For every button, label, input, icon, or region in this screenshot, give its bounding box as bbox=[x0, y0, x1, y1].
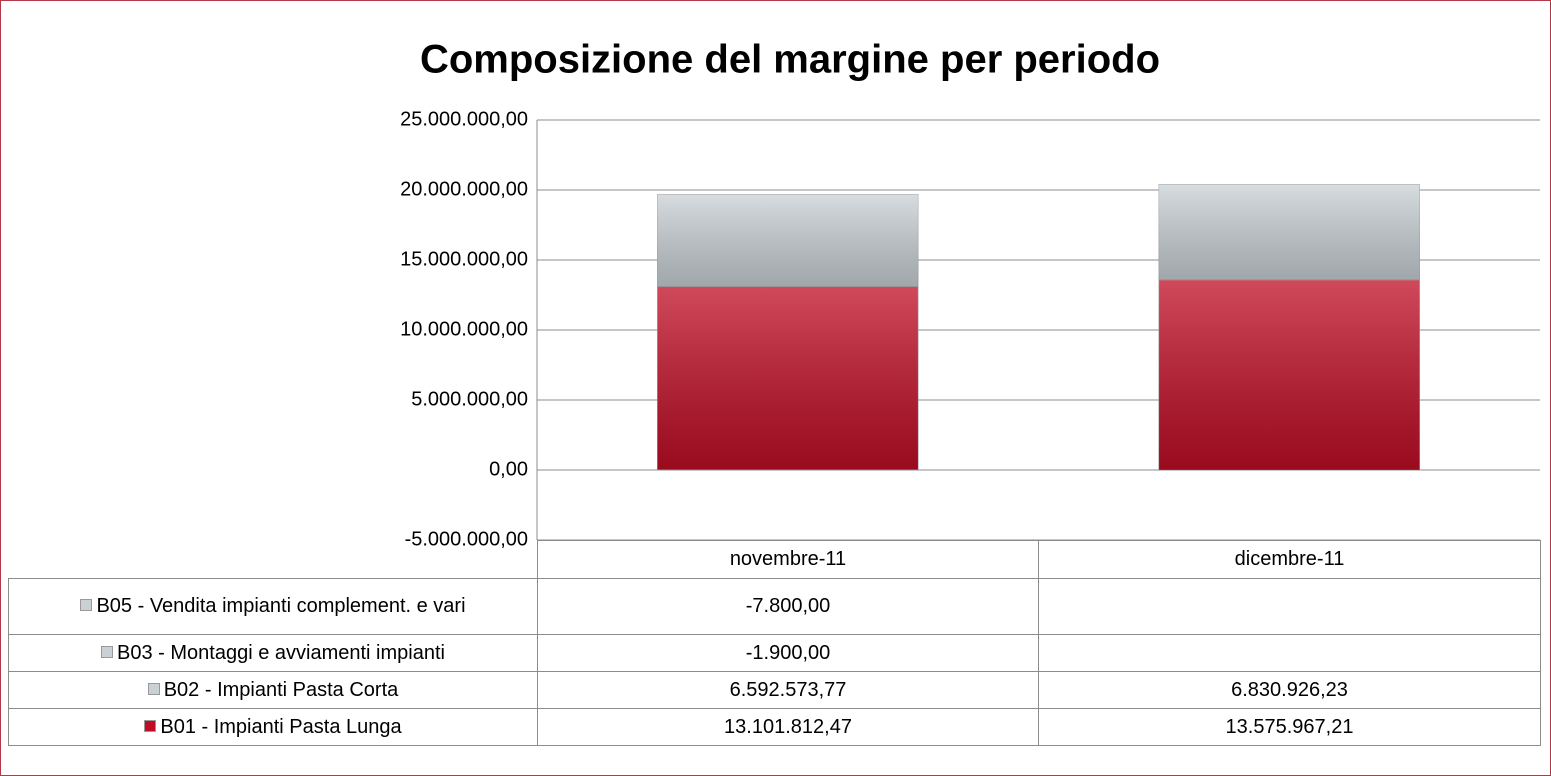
value-cell: -7.800,00 bbox=[537, 578, 1039, 635]
series-row: B03 - Montaggi e avviamenti impianti -1.9… bbox=[8, 634, 1541, 672]
legend-swatch bbox=[80, 599, 93, 611]
bar-shade bbox=[657, 286, 919, 470]
y-tick-label: 25.000.000,00 bbox=[400, 108, 528, 130]
bar-shade bbox=[1158, 279, 1420, 470]
value-cell: -1.900,00 bbox=[537, 634, 1039, 672]
legend-label: B05 - Vendita impianti complement. e var… bbox=[96, 595, 466, 617]
data-table: novembre-11 dicembre-11 B05 - Vendita impi… bbox=[8, 540, 1541, 746]
value-cell bbox=[1038, 578, 1541, 635]
legend-cell: B05 - Vendita impianti complement. e var… bbox=[8, 578, 538, 635]
legend-label: B01 - Impianti Pasta Lunga bbox=[160, 715, 402, 738]
legend-label: B03 - Montaggi e avviamenti impianti bbox=[117, 641, 445, 664]
legend-label: B02 - Impianti Pasta Corta bbox=[163, 678, 399, 701]
legend-cell: B01 - Impianti Pasta Lunga bbox=[8, 708, 538, 746]
value-cell: 13.575.967,21 bbox=[1038, 708, 1541, 746]
corner-cell bbox=[8, 540, 538, 579]
value-cell: 6.830.926,23 bbox=[1038, 671, 1541, 709]
bar-shade bbox=[657, 194, 919, 287]
y-tick-label: 5.000.000,00 bbox=[411, 388, 528, 410]
legend-swatch bbox=[101, 645, 114, 658]
y-tick-label: 20.000.000,00 bbox=[400, 178, 528, 200]
value-cell: 13.101.812,47 bbox=[537, 708, 1039, 746]
x-tick-label: dicembre-11 bbox=[1038, 540, 1541, 579]
value-cell bbox=[1038, 634, 1541, 672]
legend-swatch bbox=[147, 682, 160, 695]
y-tick-label: 0,00 bbox=[489, 458, 528, 480]
y-tick-label: 15.000.000,00 bbox=[400, 248, 528, 270]
chart-title: Composizione del margine per periodo bbox=[420, 38, 1160, 82]
legend-swatch bbox=[144, 719, 157, 732]
series-row: B02 - Impianti Pasta Corta 6.592.573,77 6.… bbox=[8, 671, 1541, 709]
x-tick-label: novembre-11 bbox=[537, 540, 1039, 579]
legend-cell: B03 - Montaggi e avviamenti impianti bbox=[8, 634, 538, 672]
series-row: B01 - Impianti Pasta Lunga 13.101.812,47 1… bbox=[8, 708, 1541, 746]
value-cell: 6.592.573,77 bbox=[537, 671, 1039, 709]
y-tick-label: 10.000.000,00 bbox=[400, 318, 528, 340]
header-row: novembre-11 dicembre-11 bbox=[8, 540, 1541, 579]
legend-cell: B02 - Impianti Pasta Corta bbox=[8, 671, 538, 709]
bar-shade bbox=[1158, 184, 1420, 280]
series-row: B05 - Vendita impianti complement. e var… bbox=[8, 578, 1541, 635]
